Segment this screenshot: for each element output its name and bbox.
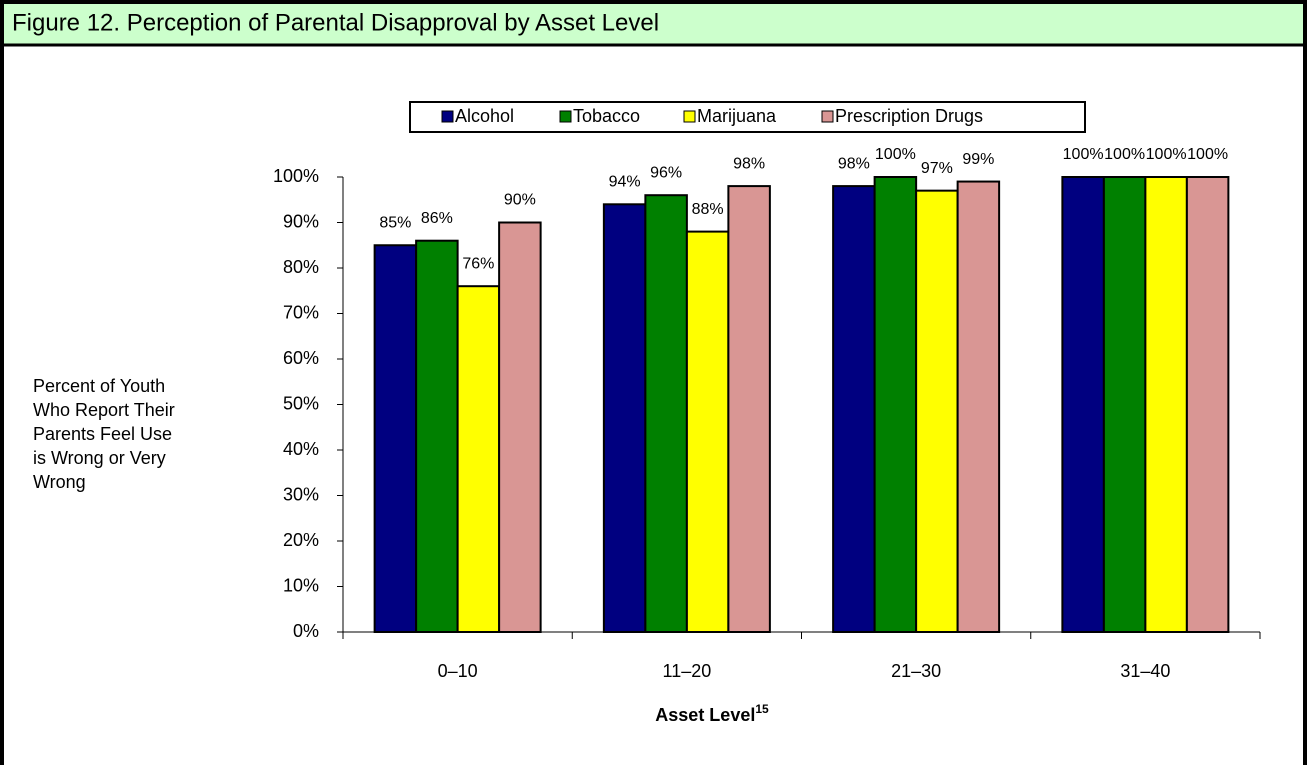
y-tick-label: 10% <box>283 575 319 595</box>
bar <box>602 203 647 634</box>
y-axis-label: Who Report Their <box>33 400 175 420</box>
y-tick-label: 100% <box>273 166 319 186</box>
legend-box <box>409 101 1086 133</box>
bar <box>498 221 542 633</box>
bar <box>915 189 959 633</box>
y-tick-label: 40% <box>283 439 319 459</box>
y-axis-label: Percent of Youth <box>33 376 165 396</box>
bar <box>373 244 418 633</box>
value-label: 94% <box>609 174 641 191</box>
x-axis-title: Asset Level15 <box>655 702 769 725</box>
value-label: 98% <box>838 155 870 172</box>
legend-label: Alcohol <box>455 106 514 126</box>
x-tick-label: 0–10 <box>438 661 478 681</box>
value-label: 97% <box>921 160 953 177</box>
value-label: 98% <box>733 155 765 172</box>
value-label: 100% <box>1146 146 1187 163</box>
legend-swatch <box>441 110 454 123</box>
y-tick-label: 20% <box>283 530 319 550</box>
value-label: 85% <box>379 214 411 231</box>
bar <box>956 180 1001 634</box>
bar <box>1144 176 1188 633</box>
y-tick-label: 70% <box>283 302 319 322</box>
bar <box>685 230 730 633</box>
y-tick-label: 60% <box>283 348 319 368</box>
x-tick-label: 21–30 <box>891 661 941 681</box>
legend-swatch <box>559 110 572 123</box>
bar <box>456 285 501 633</box>
x-axis-label: Asset Level <box>655 705 755 725</box>
value-label: 100% <box>1187 146 1228 163</box>
bar <box>1061 176 1105 633</box>
y-axis-label: Parents Feel Use <box>33 424 172 444</box>
bar <box>873 176 918 633</box>
bar <box>727 185 771 633</box>
bar <box>415 239 459 633</box>
bar <box>644 194 688 633</box>
y-tick-label: 30% <box>283 484 319 504</box>
x-tick-label: 11–20 <box>663 661 712 681</box>
value-label: 86% <box>421 210 453 227</box>
bar <box>832 185 876 633</box>
value-label: 96% <box>650 164 682 181</box>
value-label: 99% <box>962 151 994 168</box>
legend-swatch <box>821 110 834 123</box>
header-band <box>2 2 1305 44</box>
y-axis-label: Wrong <box>33 472 86 492</box>
legend-label: Marijuana <box>697 106 777 126</box>
legend-swatch <box>683 110 696 123</box>
value-label: 90% <box>504 192 536 209</box>
y-tick-label: 0% <box>293 621 319 641</box>
legend-label: Tobacco <box>573 106 640 126</box>
legend-label: Prescription Drugs <box>835 106 983 126</box>
y-tick-label: 90% <box>283 211 319 231</box>
x-axis-note: 15 <box>755 702 769 716</box>
value-label: 88% <box>692 201 724 218</box>
value-label: 100% <box>1063 146 1104 163</box>
x-tick-label: 31–40 <box>1120 661 1170 681</box>
bar <box>1185 176 1230 633</box>
bar <box>1102 176 1147 633</box>
value-label: 100% <box>1104 146 1145 163</box>
y-tick-label: 80% <box>283 257 319 277</box>
value-label: 76% <box>462 255 494 272</box>
value-label: 100% <box>875 146 916 163</box>
y-tick-label: 50% <box>283 393 319 413</box>
chart-title: Figure 12. Perception of Parental Disapp… <box>12 9 659 36</box>
y-axis-label: is Wrong or Very <box>33 448 166 468</box>
